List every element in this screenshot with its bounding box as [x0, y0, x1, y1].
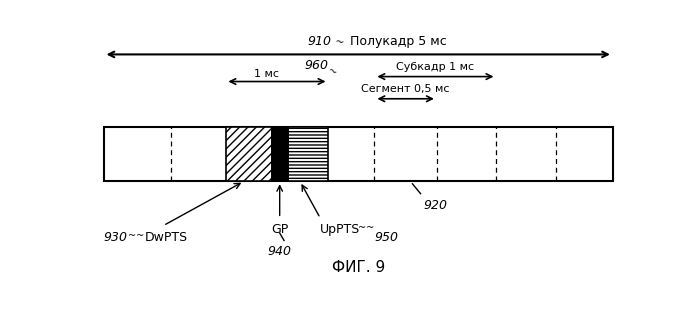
Bar — [226, 127, 271, 181]
Text: ~: ~ — [326, 66, 339, 79]
Text: 950: 950 — [375, 231, 398, 244]
Text: DwPTS: DwPTS — [144, 231, 187, 244]
Text: ~: ~ — [334, 37, 345, 48]
Text: 930: 930 — [103, 231, 128, 244]
Bar — [288, 127, 329, 181]
Text: 940: 940 — [268, 245, 291, 258]
Bar — [271, 127, 288, 181]
Text: Полукадр 5 мс: Полукадр 5 мс — [350, 35, 447, 48]
Text: 920: 920 — [424, 198, 447, 212]
Text: 1 мс: 1 мс — [254, 69, 279, 79]
Text: ФИГ. 9: ФИГ. 9 — [331, 260, 385, 275]
Text: ~~: ~~ — [359, 223, 375, 233]
Text: GP: GP — [271, 223, 288, 236]
Text: Сегмент 0,5 мс: Сегмент 0,5 мс — [361, 84, 450, 94]
Bar — [103, 127, 613, 181]
Text: Субкадр 1 мс: Субкадр 1 мс — [396, 62, 475, 72]
Text: 960: 960 — [304, 59, 328, 72]
Text: UpPTS: UpPTS — [320, 223, 361, 236]
Text: 910: 910 — [307, 35, 331, 48]
Text: ~~: ~~ — [128, 231, 144, 241]
